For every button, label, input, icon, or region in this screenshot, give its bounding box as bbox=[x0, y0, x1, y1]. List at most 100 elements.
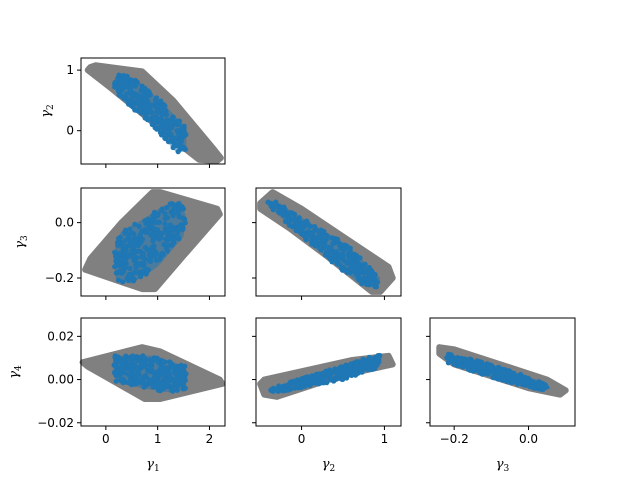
posterior-point bbox=[322, 252, 328, 258]
posterior-point bbox=[179, 215, 185, 221]
y-axis-label-g4: γ4 bbox=[7, 365, 24, 379]
posterior-point bbox=[115, 354, 121, 360]
posterior-point bbox=[169, 124, 175, 131]
x-axis-label-g2: γ2 bbox=[322, 457, 336, 474]
posterior-point bbox=[159, 230, 165, 237]
posterior-point bbox=[155, 387, 162, 393]
posterior-point bbox=[129, 275, 135, 281]
posterior-point bbox=[131, 362, 137, 368]
posterior-point bbox=[505, 373, 511, 379]
posterior-point bbox=[373, 359, 379, 365]
posterior-point bbox=[129, 377, 135, 384]
y-axis-label-g2: γ2 bbox=[39, 104, 56, 118]
posterior-point bbox=[120, 279, 126, 285]
posterior-point bbox=[112, 249, 118, 255]
posterior-point bbox=[155, 379, 161, 385]
posterior-point bbox=[140, 251, 147, 257]
posterior-point bbox=[327, 256, 333, 262]
posterior-point bbox=[116, 85, 123, 91]
posterior-point bbox=[353, 366, 359, 372]
posterior-point bbox=[158, 98, 164, 104]
posterior-point bbox=[164, 384, 170, 390]
posterior-point bbox=[167, 201, 173, 207]
posterior-point bbox=[113, 378, 119, 384]
posterior-point bbox=[124, 91, 130, 97]
posterior-point bbox=[136, 223, 142, 229]
posterior-point bbox=[357, 255, 363, 261]
y-axis-label-g3: γ3 bbox=[13, 235, 30, 249]
posterior-point bbox=[181, 129, 187, 135]
posterior-point bbox=[145, 98, 151, 104]
y-tick-label: 0 bbox=[66, 124, 74, 138]
posterior-point bbox=[174, 384, 180, 390]
posterior-point bbox=[141, 355, 147, 361]
posterior-point bbox=[165, 242, 171, 248]
posterior-point bbox=[175, 201, 182, 207]
posterior-point bbox=[147, 106, 153, 112]
posterior-point bbox=[281, 210, 287, 217]
posterior-point bbox=[518, 372, 524, 379]
posterior-point bbox=[121, 251, 127, 257]
posterior-point bbox=[516, 380, 522, 386]
posterior-point bbox=[123, 227, 129, 233]
posterior-point bbox=[126, 231, 132, 237]
posterior-point bbox=[178, 137, 184, 143]
posterior-point bbox=[124, 275, 130, 281]
posterior-point bbox=[175, 149, 181, 155]
posterior-point bbox=[348, 265, 354, 271]
posterior-point bbox=[287, 210, 294, 216]
posterior-point bbox=[162, 103, 168, 109]
posterior-point bbox=[176, 207, 182, 213]
posterior-point bbox=[331, 257, 337, 263]
posterior-point bbox=[273, 199, 279, 205]
posterior-point bbox=[125, 253, 131, 259]
posterior-point bbox=[302, 375, 308, 381]
posterior-point bbox=[133, 262, 139, 268]
posterior-point bbox=[125, 99, 131, 105]
posterior-point bbox=[134, 354, 140, 360]
posterior-point bbox=[282, 218, 288, 225]
posterior-point bbox=[161, 372, 167, 378]
posterior-point bbox=[337, 262, 343, 268]
posterior-point bbox=[142, 244, 148, 251]
posterior-point bbox=[137, 232, 143, 238]
posterior-point bbox=[153, 103, 160, 109]
posterior-point bbox=[275, 209, 282, 215]
posterior-point bbox=[114, 363, 120, 369]
posterior-point bbox=[152, 357, 158, 363]
posterior-point bbox=[142, 85, 148, 91]
posterior-point bbox=[170, 114, 176, 120]
posterior-point bbox=[117, 270, 123, 276]
posterior-point bbox=[342, 364, 349, 370]
posterior-point bbox=[335, 368, 341, 374]
posterior-point bbox=[130, 104, 136, 110]
posterior-point bbox=[122, 243, 128, 249]
posterior-point bbox=[150, 234, 156, 240]
posterior-point bbox=[115, 277, 122, 283]
posterior-point bbox=[315, 235, 322, 241]
posterior-point bbox=[116, 80, 122, 86]
panel-g2-vs-g3 bbox=[252, 187, 402, 300]
posterior-point bbox=[138, 260, 144, 266]
posterior-point bbox=[131, 240, 137, 246]
posterior-point bbox=[372, 283, 378, 290]
posterior-point bbox=[160, 123, 166, 129]
posterior-point bbox=[296, 379, 302, 385]
posterior-point bbox=[499, 368, 505, 374]
posterior-point bbox=[154, 251, 160, 257]
posterior-point bbox=[181, 367, 187, 373]
posterior-point bbox=[160, 386, 166, 392]
posterior-point bbox=[479, 359, 485, 365]
x-tick-label: 0.0 bbox=[519, 432, 538, 446]
posterior-point bbox=[149, 244, 155, 250]
posterior-point bbox=[128, 88, 134, 94]
posterior-point bbox=[366, 354, 372, 360]
posterior-point bbox=[270, 207, 276, 213]
posterior-point bbox=[153, 95, 160, 101]
posterior-point bbox=[113, 258, 119, 264]
posterior-point bbox=[167, 373, 173, 380]
axes-frame bbox=[80, 317, 226, 427]
posterior-point bbox=[448, 357, 455, 364]
